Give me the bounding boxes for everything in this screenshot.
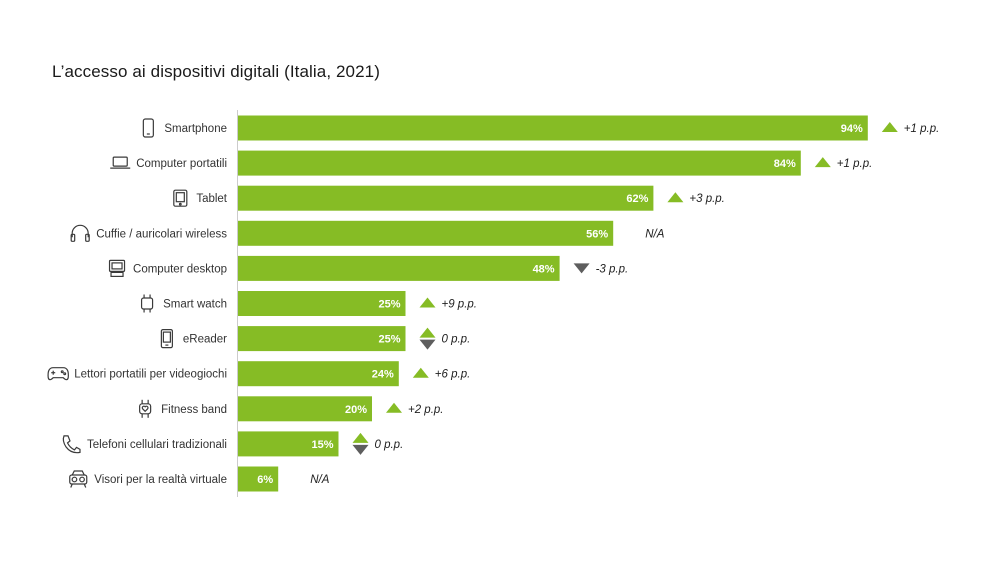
value-label: 25%	[378, 334, 400, 346]
category-label: Tablet	[196, 193, 227, 205]
bar	[238, 185, 654, 211]
change-up-arrow	[667, 192, 684, 203]
tablet-icon	[173, 189, 188, 207]
category-label: Computer portatili	[136, 158, 227, 170]
category-label: Smart watch	[163, 299, 227, 311]
bar	[238, 396, 372, 422]
chart-title: L’accesso ai dispositivi digitali (Itali…	[52, 62, 380, 81]
category-label: Visori per la realtà virtuale	[94, 474, 227, 486]
change-label: +3 p.p.	[689, 193, 725, 205]
change-label: -3 p.p.	[596, 263, 629, 275]
value-label: 56%	[586, 228, 608, 240]
change-down-arrow	[573, 263, 590, 274]
category-label: Cuffie / auricolari wireless	[96, 228, 227, 240]
value-label: 48%	[533, 263, 555, 275]
change-flat-marker	[419, 327, 436, 350]
bar	[238, 220, 614, 246]
value-label: 94%	[841, 123, 863, 135]
ereader-icon	[160, 329, 173, 349]
bar	[238, 291, 406, 316]
category-label: Smartphone	[164, 123, 227, 135]
change-label: 0 p.p.	[375, 439, 404, 451]
change-label: +1 p.p.	[904, 123, 940, 135]
category-label: Computer desktop	[133, 263, 227, 275]
value-label: 20%	[345, 404, 367, 416]
change-label: +1 p.p.	[837, 158, 873, 170]
value-label: 15%	[311, 439, 333, 451]
bar	[238, 115, 868, 141]
value-label: 84%	[774, 158, 796, 170]
change-label: +2 p.p.	[408, 404, 444, 416]
change-label: 0 p.p.	[442, 334, 471, 346]
change-up-arrow	[386, 402, 402, 413]
change-label: N/A	[310, 474, 330, 486]
category-label: Telefoni cellulari tradizionali	[87, 439, 227, 451]
bar	[238, 326, 406, 352]
value-label: 6%	[257, 474, 273, 486]
change-up-arrow	[419, 297, 436, 308]
change-label: +9 p.p.	[442, 299, 478, 311]
change-up-arrow	[814, 157, 831, 168]
gamepad-icon	[47, 367, 69, 381]
change-up-arrow	[412, 367, 429, 378]
bar	[238, 431, 339, 457]
bar	[238, 255, 560, 281]
change-label: +6 p.p.	[435, 369, 471, 381]
laptop-icon	[110, 156, 131, 169]
change-label: N/A	[645, 228, 665, 240]
bar	[238, 150, 801, 176]
phone-icon	[62, 435, 81, 454]
value-label: 62%	[626, 193, 648, 205]
value-label: 24%	[372, 369, 394, 381]
bar	[238, 466, 279, 492]
smartwatch-icon	[140, 294, 154, 313]
fitness-band-icon	[139, 399, 152, 418]
headphones-icon	[70, 224, 90, 242]
value-label: 25%	[378, 299, 400, 311]
change-flat-marker	[352, 432, 369, 455]
desktop-icon	[108, 259, 126, 277]
category-label: Fitness band	[161, 404, 227, 416]
category-label: Lettori portatili per videogiochi	[74, 369, 227, 381]
bar	[238, 361, 399, 387]
category-label: eReader	[183, 334, 227, 346]
vr-headset-icon	[69, 470, 88, 488]
change-up-arrow	[881, 122, 898, 132]
smartphone-icon	[142, 118, 154, 138]
